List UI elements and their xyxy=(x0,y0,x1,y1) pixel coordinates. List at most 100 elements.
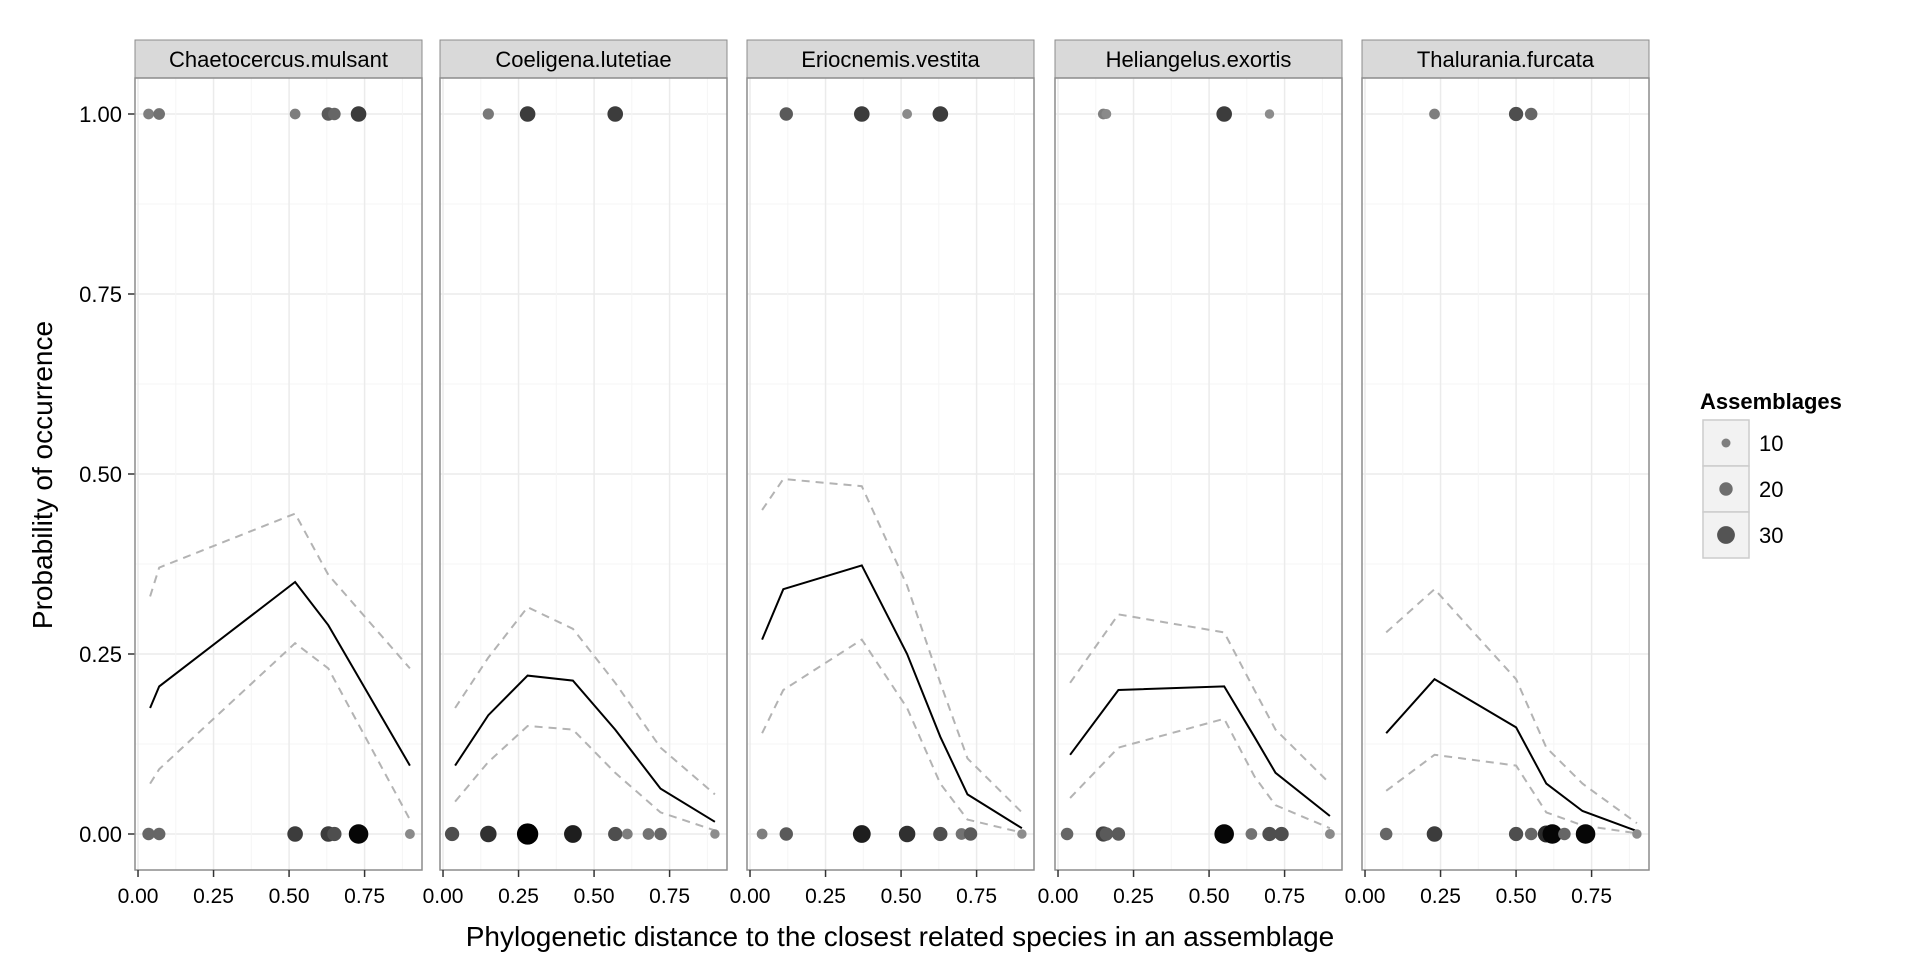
x-tick-label: 0.00 xyxy=(1345,885,1386,908)
facet-title: Coeligena.lutetiae xyxy=(495,47,671,72)
data-point xyxy=(955,828,968,840)
data-point xyxy=(852,825,871,843)
data-point xyxy=(1542,824,1563,844)
y-axis-label: Probability of occurrence xyxy=(27,321,58,629)
data-point xyxy=(608,826,623,842)
x-axis-label: Phylogenetic distance to the closest rel… xyxy=(466,921,1335,952)
legend: Assemblages 10 20 30 xyxy=(1700,389,1842,559)
data-point xyxy=(1508,106,1524,122)
data-point xyxy=(1274,826,1289,842)
y-tick-label: 1.00 xyxy=(79,102,122,127)
fit-line xyxy=(1069,685,1331,817)
data-point xyxy=(902,109,913,119)
data-point xyxy=(404,829,415,839)
legend-point xyxy=(1721,438,1731,448)
ci-upper-line xyxy=(1069,613,1331,785)
data-point xyxy=(1060,827,1074,841)
data-point xyxy=(898,825,916,843)
data-point xyxy=(756,828,768,840)
data-point xyxy=(1426,826,1443,842)
facet-strip xyxy=(439,39,728,79)
data-point xyxy=(1111,827,1126,841)
y-tick-label: 0.25 xyxy=(79,642,122,667)
fit-line xyxy=(149,580,411,767)
x-tick-label: 0.25 xyxy=(805,885,846,908)
data-point xyxy=(327,826,342,842)
ci-lower-line xyxy=(149,641,411,821)
y-tick-label: 0.00 xyxy=(79,822,122,847)
y-tick-label: 0.50 xyxy=(79,462,122,487)
data-point xyxy=(1632,829,1642,839)
facet-title: Heliangelus.exortis xyxy=(1106,47,1292,72)
ci-upper-line xyxy=(1385,587,1638,825)
data-point xyxy=(1524,107,1538,121)
data-point xyxy=(143,108,154,120)
data-point xyxy=(1245,828,1258,840)
ci-upper-line xyxy=(761,477,1023,814)
facet-title: Chaetocercus.mulsant xyxy=(169,47,388,72)
legend-point xyxy=(1719,482,1733,496)
ci-upper-line xyxy=(454,605,716,796)
legend-point xyxy=(1717,526,1735,544)
data-point xyxy=(350,106,367,122)
facet-title: Eriocnemis.vestita xyxy=(801,47,980,72)
data-point xyxy=(1264,109,1275,119)
x-tick-label: 0.50 xyxy=(574,885,615,908)
ci-lower-line xyxy=(454,724,716,832)
data-point xyxy=(153,108,165,120)
data-point xyxy=(444,826,460,842)
data-point xyxy=(654,827,667,841)
facet-title: Thalurania.furcata xyxy=(1417,47,1595,72)
x-tick-label: 0.50 xyxy=(881,885,922,908)
data-point xyxy=(287,826,303,842)
data-point xyxy=(152,827,166,841)
data-point xyxy=(607,106,624,122)
data-point xyxy=(1575,824,1596,844)
data-point xyxy=(1558,827,1571,841)
axis-layer: Phylogenetic distance to the closest rel… xyxy=(27,321,1334,952)
data-point xyxy=(1508,826,1524,842)
x-tick-label: 0.75 xyxy=(956,885,997,908)
data-point xyxy=(1099,827,1114,841)
fit-line xyxy=(454,674,716,823)
data-point xyxy=(1324,829,1335,839)
facet-strip xyxy=(134,39,423,79)
x-tick-label: 0.75 xyxy=(344,885,385,908)
panel-border xyxy=(1054,77,1343,871)
data-point xyxy=(142,827,155,841)
data-point xyxy=(1017,829,1027,839)
x-tick-label: 0.00 xyxy=(118,885,159,908)
data-point xyxy=(1262,826,1277,842)
data-point xyxy=(480,825,497,843)
data-point xyxy=(1379,827,1393,841)
x-tick-label: 0.50 xyxy=(1496,885,1537,908)
panel-border xyxy=(134,77,423,871)
data-point xyxy=(710,829,720,839)
x-tick-label: 0.50 xyxy=(1189,885,1230,908)
data-point xyxy=(1429,108,1440,120)
ci-lower-line xyxy=(1069,717,1331,830)
data-point xyxy=(519,106,536,122)
data-point xyxy=(621,828,633,840)
x-tick-label: 0.25 xyxy=(193,885,234,908)
x-tick-label: 0.00 xyxy=(423,885,464,908)
data-point xyxy=(1216,106,1232,122)
y-tick-label: 0.75 xyxy=(79,282,122,307)
data-point xyxy=(1101,109,1112,119)
legend-label: 20 xyxy=(1759,477,1783,502)
facet-strip xyxy=(746,39,1035,79)
ci-lower-line xyxy=(761,638,1023,834)
x-tick-label: 0.75 xyxy=(1264,885,1305,908)
x-tick-label: 0.50 xyxy=(269,885,310,908)
data-point xyxy=(642,828,655,840)
data-point xyxy=(932,106,949,122)
data-point xyxy=(516,823,539,845)
data-point xyxy=(482,108,494,120)
x-tick-label: 0.75 xyxy=(1571,885,1612,908)
legend-label: 30 xyxy=(1759,523,1783,548)
x-tick-label: 0.25 xyxy=(1420,885,1461,908)
data-point xyxy=(1524,827,1538,841)
data-point xyxy=(854,106,870,122)
